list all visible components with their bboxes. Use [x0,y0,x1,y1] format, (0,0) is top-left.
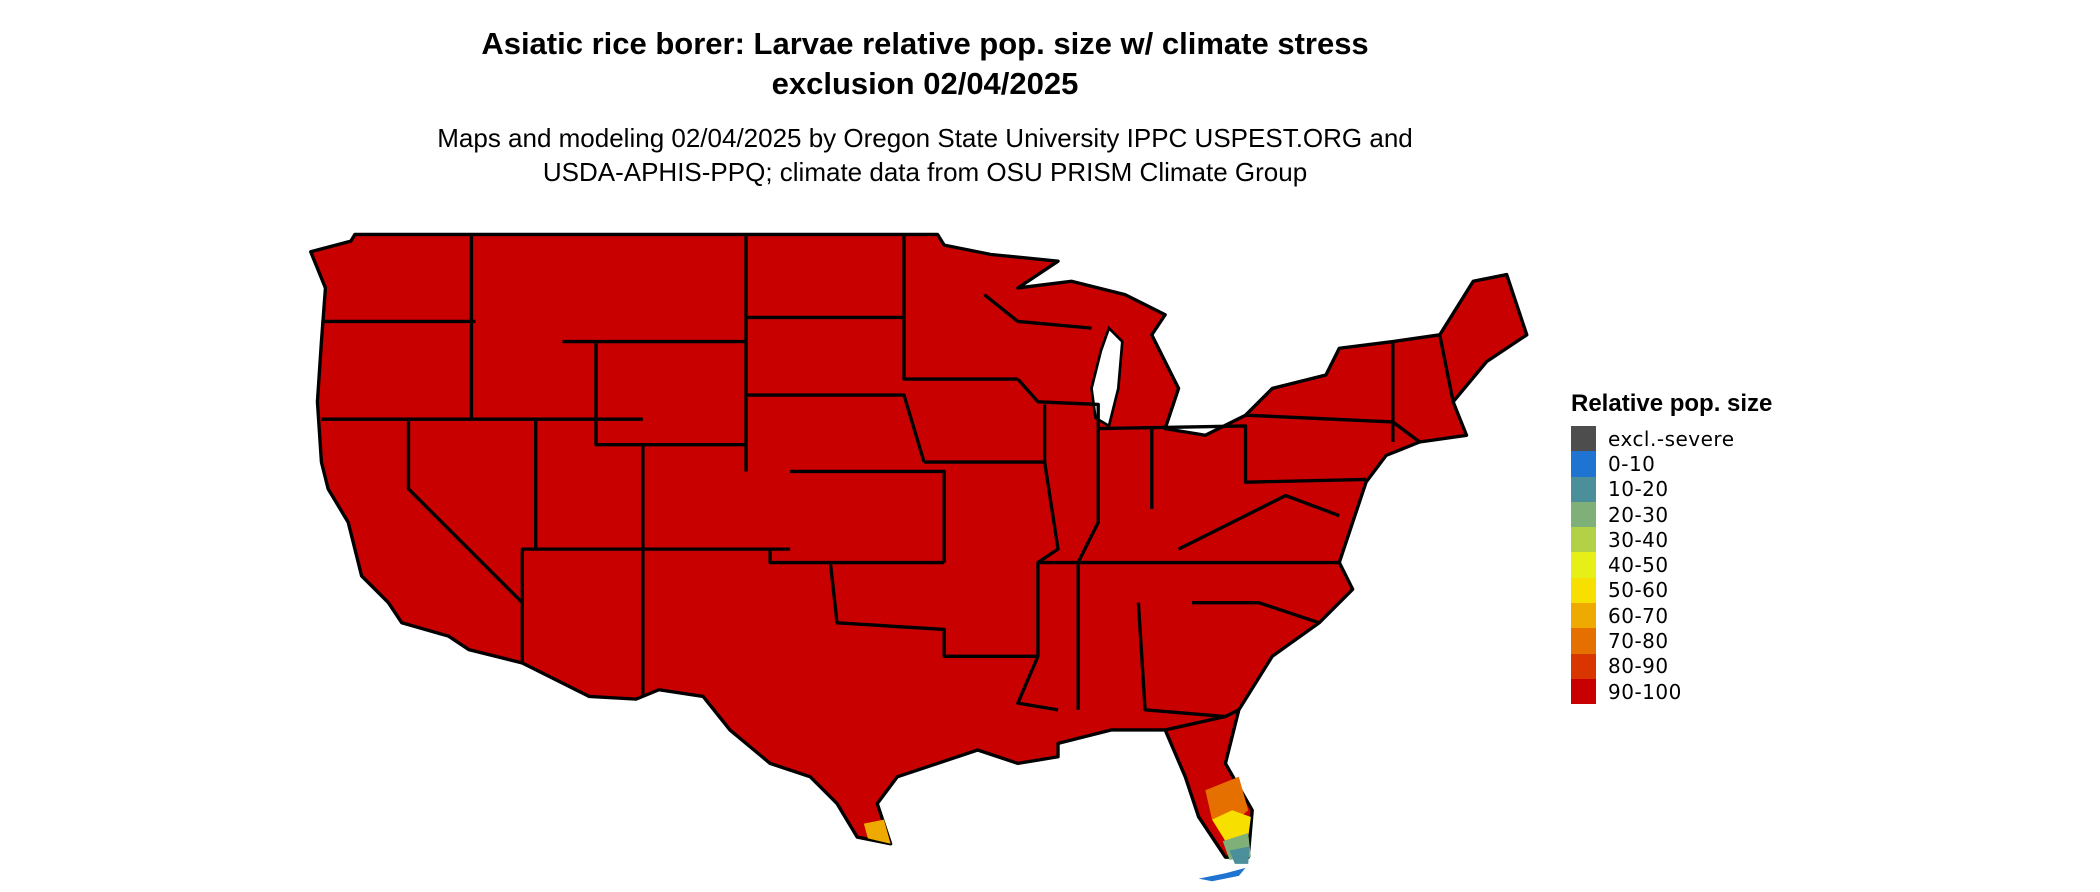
state-borders [321,234,1455,732]
legend-item: 30-40 [1571,527,1772,553]
legend-label: 20-30 [1608,502,1669,527]
legend-item: 70-80 [1571,628,1772,654]
map-subtitle-line2: USDA-APHIS-PPQ; climate data from OSU PR… [542,157,1308,187]
legend-swatch [1571,476,1596,502]
lake-michigan [1090,325,1124,428]
legend-swatch [1571,527,1596,553]
legend-title: Relative pop. size [1571,390,1773,417]
map-title-line1: Asiatic rice borer: Larvae relative pop.… [481,26,1369,61]
legend-swatch [1571,577,1596,604]
legend-item: 60-70 [1571,603,1772,629]
legend-item: 80-90 [1571,653,1772,679]
legend-item: 40-50 [1571,552,1772,578]
legend-label: excl.-severe [1608,426,1735,451]
legend-item: 50-60 [1571,577,1772,604]
legend-label: 90-100 [1608,679,1682,704]
legend-label: 0-10 [1608,451,1656,476]
legend-item: 20-30 [1571,501,1772,528]
us-outline [309,232,1529,859]
legend-item: 90-100 [1571,678,1772,705]
legend-item: 10-20 [1571,476,1772,502]
legend-swatch [1571,628,1596,654]
map-title-line2: exclusion 02/04/2025 [771,66,1079,101]
legend-swatch [1571,552,1596,578]
legend-label: 80-90 [1608,654,1669,679]
legend-item: excl.-severe [1571,426,1772,452]
legend-label: 40-50 [1608,553,1669,578]
legend-label: 30-40 [1608,527,1669,552]
legend-label: 50-60 [1608,578,1669,603]
legend-label: 70-80 [1608,629,1669,654]
legend-swatch [1571,426,1596,452]
legend-swatch [1571,653,1596,679]
legend-item: 0-10 [1571,451,1772,477]
legend-label: 60-70 [1608,603,1669,628]
legend-swatch [1571,603,1596,629]
florida-gradient [863,776,1251,882]
legend-swatch [1571,451,1596,477]
map-subtitle-line1: Maps and modeling 02/04/2025 by Oregon S… [437,123,1413,153]
legend-swatch [1571,501,1596,528]
legend-label: 10-20 [1608,477,1669,502]
legend: Relative pop. size excl.-severe 0-10 10-20… [1571,390,1773,705]
legend-swatch [1571,678,1596,705]
